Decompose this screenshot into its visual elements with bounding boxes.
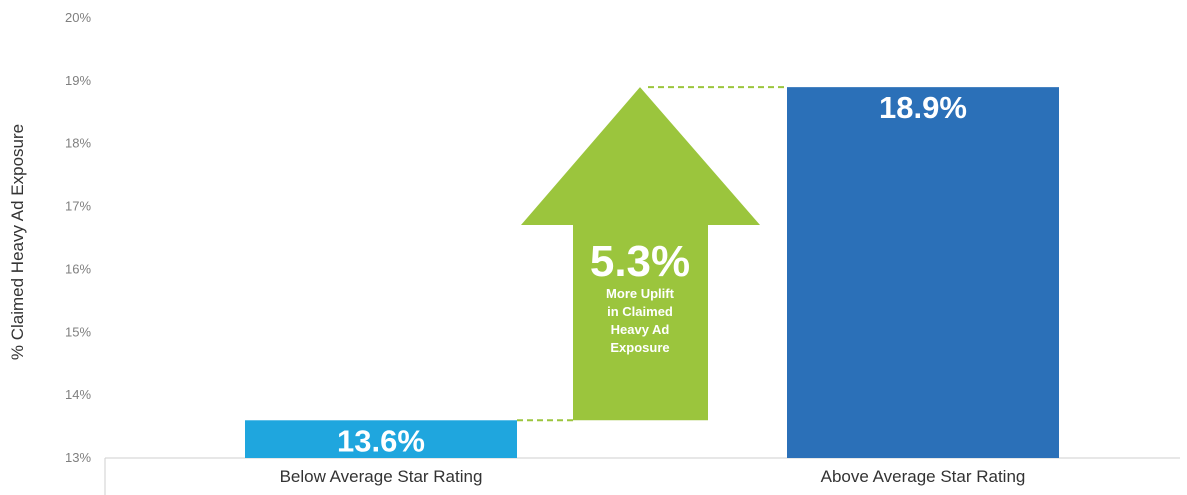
y-tick-label: 16% (65, 261, 91, 276)
uplift-caption-line: in Claimed (607, 304, 673, 319)
bar-value-label: 13.6% (337, 423, 425, 458)
y-axis-ticks: 13% 14% 15% 16% 17% 18% 19% 20% (65, 10, 91, 465)
x-axis-category-labels: Below Average Star Rating Above Average S… (280, 467, 1026, 486)
y-tick-label: 13% (65, 450, 91, 465)
bar (245, 420, 517, 458)
bar (787, 87, 1059, 459)
y-tick-label: 20% (65, 10, 91, 25)
uplift-arrow-group: 5.3%More Uplift in Claimed Heavy Ad Exposur… (521, 87, 760, 421)
uplift-caption-line: More Uplift (606, 286, 675, 301)
bar-value-label: 18.9% (879, 90, 967, 125)
y-axis-label: % Claimed Heavy Ad Exposure (8, 124, 27, 360)
y-tick-label: 18% (65, 136, 91, 151)
y-tick-label: 15% (65, 324, 91, 339)
y-tick-label: 19% (65, 73, 91, 88)
uplift-caption-line: Heavy Ad (611, 322, 670, 337)
bars-group: 13.6% 18.9% (245, 87, 1059, 458)
uplift-value-label: 5.3% (590, 237, 690, 286)
uplift-arrow (521, 87, 760, 421)
y-tick-label: 17% (65, 199, 91, 214)
x-category-label: Above Average Star Rating (821, 467, 1026, 486)
x-category-label: Below Average Star Rating (280, 467, 483, 486)
connector-lines (517, 86, 787, 422)
uplift-caption-line: Exposure (610, 340, 669, 355)
y-tick-label: 14% (65, 387, 91, 402)
